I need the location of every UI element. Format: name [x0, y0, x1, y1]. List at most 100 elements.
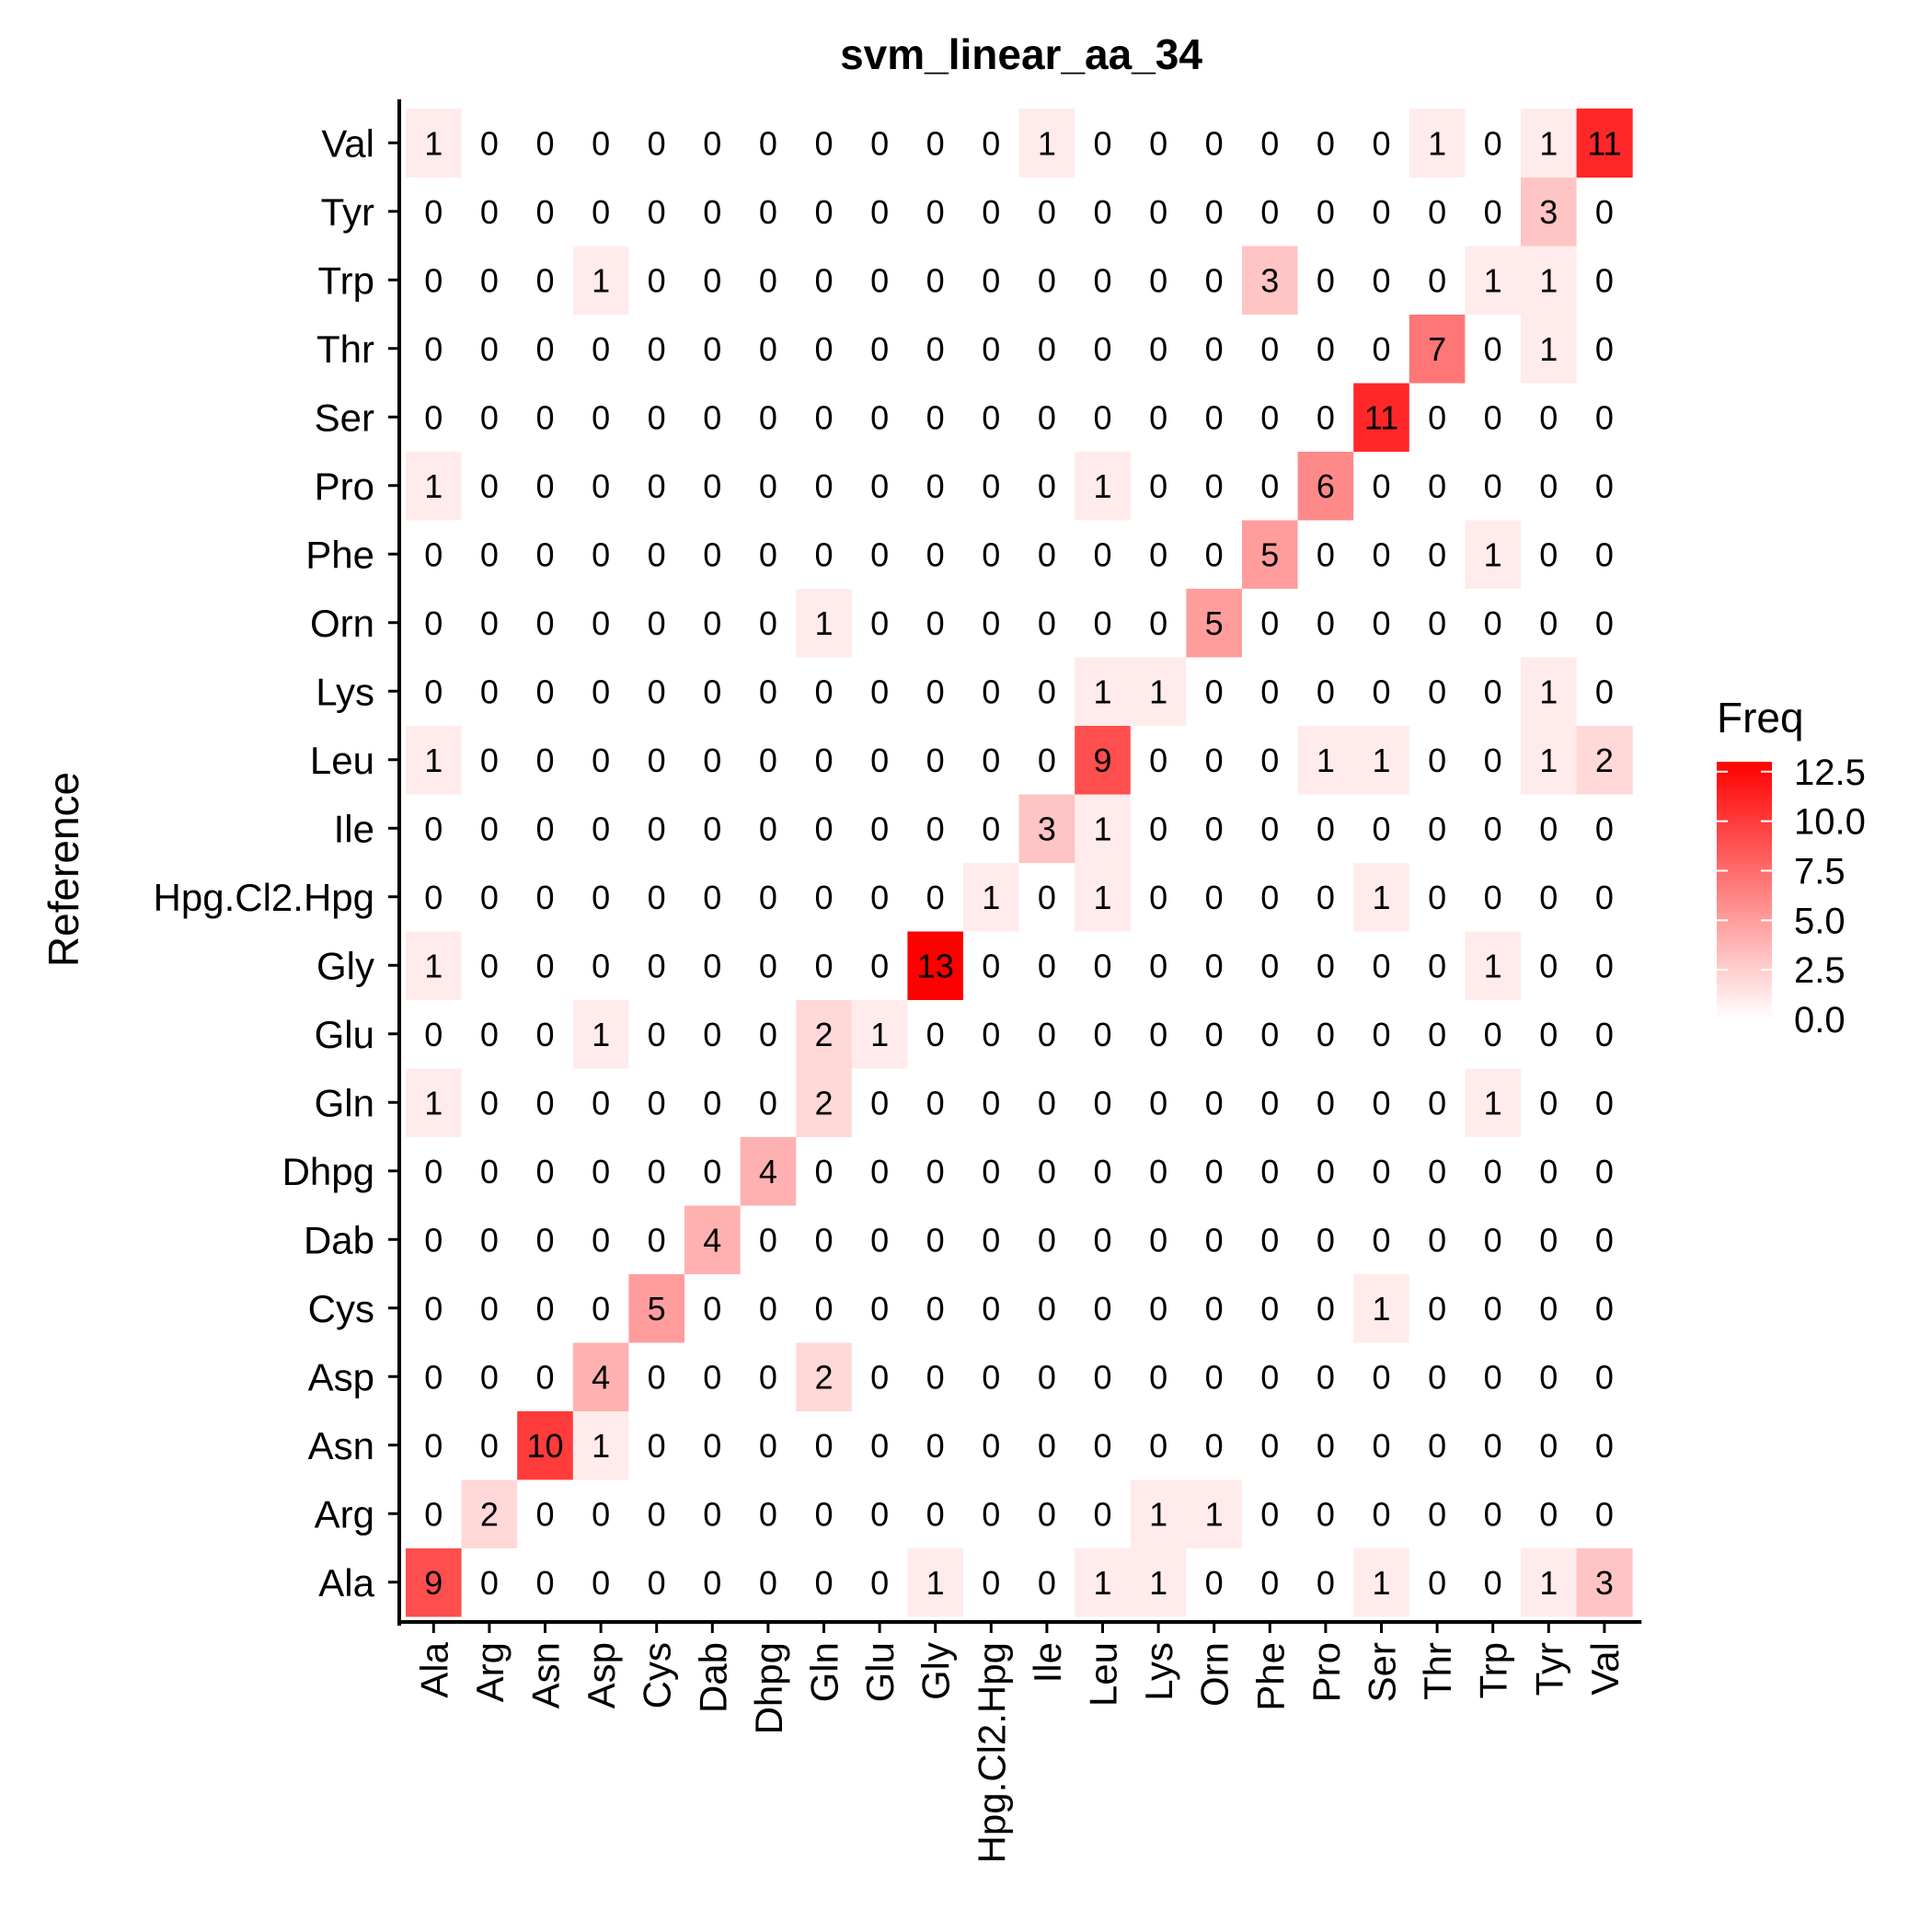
- heatmap-cell: [572, 1410, 629, 1480]
- cell-value-label: 0: [1317, 124, 1335, 162]
- cell-value-label: 0: [926, 1153, 945, 1190]
- cell-value-label: 5: [1260, 535, 1279, 573]
- cell-value-label: 0: [1149, 535, 1167, 573]
- heatmap-cell: [517, 1410, 574, 1480]
- cell-value-label: 0: [592, 742, 610, 779]
- heatmap-cell: [963, 862, 1020, 932]
- heatmap-cell: [684, 1273, 742, 1343]
- heatmap-cell: [1465, 383, 1522, 452]
- cell-value-label: 0: [814, 467, 833, 505]
- heatmap-cell: [406, 1410, 463, 1480]
- cell-value-label: 0: [1260, 810, 1279, 847]
- heatmap-cell: [851, 794, 908, 863]
- heatmap-cell: [1297, 1136, 1354, 1206]
- cell-value-label: 0: [1539, 1427, 1558, 1465]
- heatmap-cell: [1130, 794, 1187, 863]
- cell-value-label: 0: [870, 810, 889, 847]
- cell-value-label: 1: [1149, 1564, 1167, 1602]
- heatmap-cell: [1075, 520, 1132, 589]
- cell-value-label: 0: [1038, 1427, 1056, 1465]
- cell-value-label: 0: [1539, 879, 1558, 916]
- cell-value-label: 1: [1093, 1564, 1111, 1602]
- cell-value-label: 0: [703, 124, 721, 162]
- heatmap-cell: [1353, 383, 1410, 452]
- heatmap-cell: [1130, 1342, 1187, 1411]
- cell-value-label: 0: [1484, 742, 1502, 779]
- x-tick-label: Dhpg: [747, 1642, 790, 1734]
- heatmap-cell: [1465, 725, 1522, 795]
- heatmap-cell: [1242, 1273, 1299, 1343]
- cell-value-label: 0: [1372, 1358, 1390, 1396]
- heatmap-cell: [517, 1342, 574, 1411]
- heatmap-cell: [740, 1136, 797, 1206]
- heatmap-cell: [1521, 314, 1578, 384]
- cell-value-label: 0: [1038, 535, 1056, 573]
- heatmap-cell: [1186, 725, 1243, 795]
- heatmap-cell: [1018, 1136, 1075, 1206]
- heatmap-cell: [1353, 177, 1410, 247]
- cell-value-label: 0: [982, 947, 1000, 984]
- heatmap-cell: [1186, 451, 1243, 521]
- cell-value-label: 0: [1595, 1016, 1614, 1053]
- cell-value-label: 0: [592, 1221, 610, 1259]
- cell-value-label: 0: [703, 879, 721, 916]
- cell-value-label: 0: [1595, 261, 1614, 299]
- cell-value-label: 0: [703, 604, 721, 642]
- cell-value-label: 0: [480, 879, 499, 916]
- cell-value-label: 0: [1205, 742, 1224, 779]
- cell-value-label: 1: [1149, 1495, 1167, 1533]
- cell-value-label: 1: [424, 742, 443, 779]
- heatmap-cell: [1409, 246, 1466, 315]
- cell-value-label: 0: [759, 1358, 777, 1396]
- cell-value-label: 0: [1093, 1427, 1111, 1465]
- heatmap-cell: [1353, 109, 1410, 178]
- heatmap-cell: [406, 1547, 463, 1617]
- heatmap-cell: [1130, 109, 1187, 178]
- cell-value-label: 0: [870, 398, 889, 436]
- cell-value-label: 0: [424, 330, 443, 368]
- cell-value-label: 0: [1317, 1153, 1335, 1190]
- heatmap-cell: [684, 1205, 742, 1274]
- heatmap-cell: [851, 862, 908, 932]
- cell-value-label: 0: [982, 193, 1000, 231]
- heatmap-cell: [1018, 314, 1075, 384]
- cell-value-label: 0: [648, 810, 666, 847]
- heatmap-cell: [1242, 725, 1299, 795]
- heatmap-cell: [1409, 451, 1466, 521]
- heatmap-cell: [517, 1273, 574, 1343]
- heatmap-cell: [572, 794, 629, 863]
- cell-value-label: 9: [424, 1564, 443, 1602]
- x-tick-label: Ser: [1361, 1642, 1404, 1702]
- cell-value-label: 0: [535, 1495, 554, 1533]
- cell-value-label: 0: [480, 1016, 499, 1053]
- cell-value-label: 0: [982, 398, 1000, 436]
- heatmap-cell: [1521, 109, 1578, 178]
- heatmap-cell: [963, 1068, 1020, 1137]
- heatmap-cell: [1075, 1068, 1132, 1137]
- x-tick-label: Pro: [1305, 1642, 1348, 1702]
- cell-value-label: 0: [535, 467, 554, 505]
- heatmap-cell: [1521, 1342, 1578, 1411]
- cell-value-label: 0: [982, 261, 1000, 299]
- cell-value-label: 5: [1205, 604, 1224, 642]
- cell-value-label: 2: [814, 1358, 833, 1396]
- cell-value-label: 0: [1093, 1221, 1111, 1259]
- heatmap-cell: [461, 588, 518, 658]
- heatmap-cell: [907, 1068, 964, 1137]
- cell-value-label: 0: [1595, 535, 1614, 573]
- heatmap-cell: [572, 314, 629, 384]
- cell-value-label: 3: [1539, 193, 1558, 231]
- heatmap-cell: [684, 314, 742, 384]
- cell-value-label: 0: [1317, 1290, 1335, 1328]
- cell-value-label: 0: [592, 604, 610, 642]
- heatmap-cell: [740, 246, 797, 315]
- heatmap-cell: [1075, 177, 1132, 247]
- heatmap-cell: [1409, 794, 1466, 863]
- cell-value-label: 0: [703, 1153, 721, 1190]
- heatmap-cell: [1465, 794, 1522, 863]
- heatmap-cell: [1186, 177, 1243, 247]
- cell-value-label: 0: [1260, 330, 1279, 368]
- cell-value-label: 0: [1539, 604, 1558, 642]
- cell-value-label: 0: [1372, 467, 1390, 505]
- cell-value-label: 0: [535, 1084, 554, 1121]
